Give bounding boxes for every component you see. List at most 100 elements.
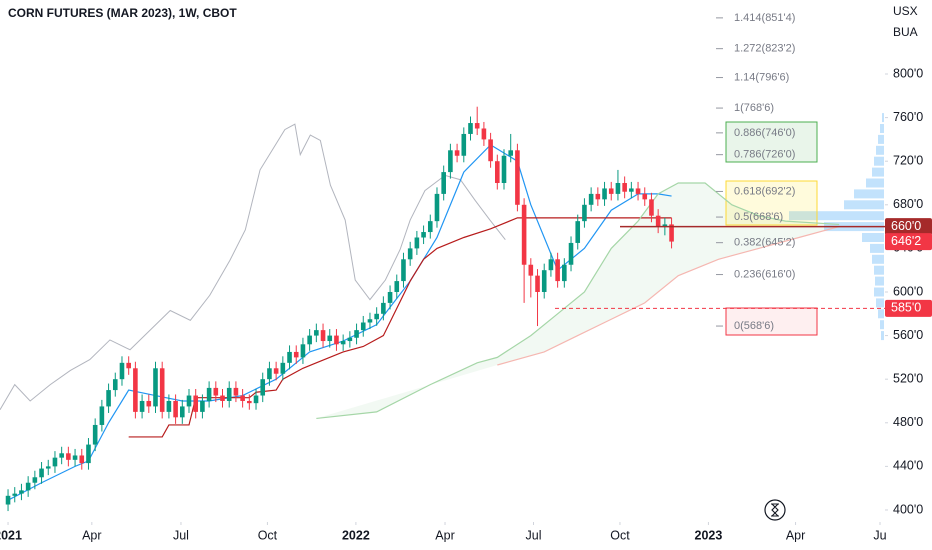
- x-tick-label: Jul: [173, 528, 189, 542]
- x-tick-label: Apr: [786, 528, 805, 542]
- candle-body: [200, 400, 205, 412]
- candle-body: [427, 221, 433, 233]
- candle-body: [629, 188, 634, 192]
- volume-profile-bar: [874, 287, 884, 297]
- x-tick-label: Ju: [873, 528, 886, 542]
- candle-body: [394, 281, 400, 292]
- candle-body: [521, 204, 527, 265]
- indicator-line: [316, 182, 840, 420]
- candle-body: [387, 291, 393, 303]
- candle-body: [334, 335, 339, 345]
- volume-profile-bar: [876, 298, 884, 308]
- candle-body: [314, 330, 319, 336]
- candle-body: [193, 395, 199, 412]
- candles-layer: [5, 106, 674, 512]
- volume-profile-bar: [876, 145, 884, 155]
- candle-body: [528, 264, 534, 276]
- candle-body: [582, 204, 587, 222]
- y-tick-label: 680'0: [893, 197, 923, 211]
- candle-body: [220, 395, 225, 401]
- price-label: 660'0: [891, 219, 921, 233]
- axes-layer: 400'0440'0480'0520'0560'0600'0640'0680'0…: [0, 66, 932, 542]
- fib-label: 1.272(823'2): [734, 43, 795, 55]
- candle-body: [635, 188, 641, 194]
- candle-body: [474, 123, 480, 129]
- candle-body: [354, 330, 359, 338]
- candle-body: [588, 193, 594, 205]
- candle-body: [273, 368, 279, 374]
- x-tick-label: 2022: [342, 528, 370, 542]
- y-tick-label: 760'0: [893, 110, 923, 124]
- fib-label: 0.886(746'0): [734, 127, 795, 139]
- candle-body: [213, 387, 219, 396]
- candle-body: [25, 482, 31, 491]
- x-tick-label: Oct: [258, 528, 278, 542]
- candle-body: [173, 400, 178, 418]
- cloud-layer: [316, 182, 840, 419]
- timezone-icon[interactable]: [764, 499, 786, 521]
- candle-body: [401, 259, 406, 282]
- candle-body: [267, 368, 272, 380]
- candle-body: [153, 368, 158, 407]
- volume-profile-bar: [881, 331, 884, 341]
- candle-body: [649, 199, 654, 216]
- volume-profile-bar: [862, 232, 884, 242]
- candle-body: [602, 188, 607, 200]
- candle-body: [360, 322, 366, 331]
- candle-body: [247, 400, 252, 404]
- y-tick-label: 520'0: [893, 371, 923, 385]
- price-label-bg: [885, 299, 932, 317]
- candle-body: [79, 455, 85, 464]
- candle-body: [669, 224, 674, 242]
- volume-profile-bar: [854, 189, 884, 199]
- price-label: 585'0: [891, 301, 921, 315]
- candle-body: [568, 242, 574, 265]
- y-tick-label: 720'0: [893, 153, 923, 167]
- candle-body: [454, 150, 460, 156]
- candle-body: [488, 139, 493, 162]
- candle-body: [166, 400, 172, 412]
- candle-body: [5, 495, 11, 505]
- candle-body: [501, 155, 507, 183]
- candle-body: [340, 341, 346, 345]
- volume-profile-bar: [880, 124, 884, 134]
- x-tick-label: 2023: [695, 528, 723, 542]
- candle-body: [562, 264, 567, 282]
- x-tick-label: Jul: [526, 528, 542, 542]
- fib-layer: 1.414(851'4) 1.272(823'2) 1.14(796'6) 1(768…: [716, 12, 795, 332]
- currency: USX: [893, 4, 918, 18]
- volume-profile-bar: [874, 265, 884, 275]
- price-axis-bg: [885, 0, 932, 550]
- candle-body: [226, 387, 232, 401]
- candle-body: [448, 150, 453, 173]
- candle-body: [66, 453, 71, 460]
- price-label: 646'2: [891, 234, 921, 248]
- candle-body: [240, 395, 245, 401]
- candle-body: [320, 330, 326, 342]
- candle-body: [206, 387, 212, 401]
- indicator-line: [7, 144, 672, 501]
- volume-profile-bar: [878, 309, 884, 319]
- lines-layer: [0, 123, 840, 501]
- fib-zone-yellow: [725, 180, 818, 226]
- fib-label: 1.414(851'4): [734, 12, 795, 24]
- candle-body: [19, 490, 24, 494]
- indicator-line: [0, 123, 506, 410]
- candle-body: [481, 128, 487, 140]
- candle-body: [112, 379, 118, 391]
- volume-profile-bar: [789, 211, 884, 221]
- candle-body: [39, 468, 44, 478]
- candle-body: [133, 368, 138, 412]
- fib-label: 1.14(796'6): [734, 71, 789, 83]
- candle-body: [575, 221, 581, 243]
- volume-profile-bar: [844, 200, 884, 210]
- candle-body: [548, 259, 554, 271]
- candle-body: [508, 150, 514, 156]
- volume-profile-bar: [872, 254, 884, 264]
- candle-body: [461, 133, 467, 156]
- volume-profile-bar: [882, 113, 884, 123]
- volume-profile-bar: [875, 276, 884, 286]
- chart-title: CORN FUTURES (MAR 2023), 1W, CBOT: [8, 6, 237, 20]
- price-label-bg: [885, 218, 932, 236]
